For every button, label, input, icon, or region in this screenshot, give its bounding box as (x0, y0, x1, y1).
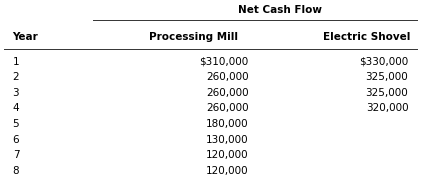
Text: 3: 3 (13, 88, 19, 98)
Text: 180,000: 180,000 (206, 119, 248, 129)
Text: $310,000: $310,000 (199, 57, 248, 67)
Text: 6: 6 (13, 135, 19, 145)
Text: 130,000: 130,000 (206, 135, 248, 145)
Text: Processing Mill: Processing Mill (149, 32, 238, 42)
Text: 260,000: 260,000 (206, 104, 248, 113)
Text: 120,000: 120,000 (206, 150, 248, 160)
Text: Net Cash Flow: Net Cash Flow (238, 6, 322, 15)
Text: 260,000: 260,000 (206, 72, 248, 82)
Text: Year: Year (13, 32, 38, 42)
Text: 325,000: 325,000 (365, 88, 408, 98)
Text: Electric Shovel: Electric Shovel (322, 32, 410, 42)
Text: 320,000: 320,000 (366, 104, 408, 113)
Text: 4: 4 (13, 104, 19, 113)
Text: 260,000: 260,000 (206, 88, 248, 98)
Text: 120,000: 120,000 (206, 166, 248, 176)
Text: 1: 1 (13, 57, 19, 67)
Text: 7: 7 (13, 150, 19, 160)
Text: 8: 8 (13, 166, 19, 176)
Text: 5: 5 (13, 119, 19, 129)
Text: 325,000: 325,000 (365, 72, 408, 82)
Text: $330,000: $330,000 (359, 57, 408, 67)
Text: 2: 2 (13, 72, 19, 82)
